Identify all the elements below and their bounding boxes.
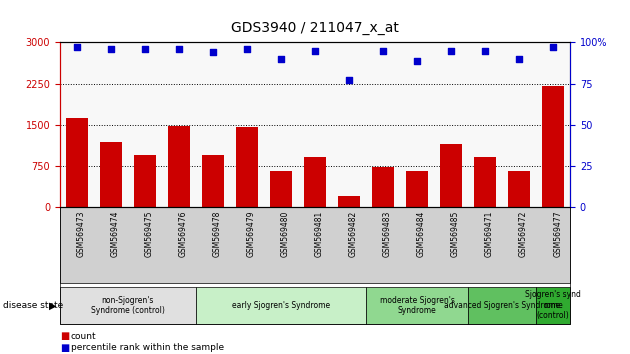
Point	[548, 45, 558, 50]
Text: GSM569484: GSM569484	[417, 211, 426, 257]
Text: GSM569482: GSM569482	[349, 211, 358, 257]
Bar	[508, 171, 530, 207]
Point	[174, 46, 184, 52]
Point	[514, 56, 524, 62]
Point	[310, 48, 320, 53]
Text: GSM569480: GSM569480	[281, 211, 290, 257]
Bar	[440, 144, 462, 207]
Text: ■: ■	[60, 343, 69, 353]
Text: Sjogren's synd
rome
(control): Sjogren's synd rome (control)	[525, 290, 581, 320]
Bar	[100, 142, 122, 207]
Text: advanced Sjogren's Syndrome: advanced Sjogren's Syndrome	[444, 301, 560, 310]
Bar	[236, 127, 258, 207]
Text: GSM569471: GSM569471	[485, 211, 494, 257]
Text: GSM569478: GSM569478	[213, 211, 222, 257]
Bar	[270, 171, 292, 207]
Text: moderate Sjogren's
Syndrome: moderate Sjogren's Syndrome	[380, 296, 454, 315]
Bar	[542, 86, 564, 207]
Point	[344, 78, 354, 83]
Bar	[474, 156, 496, 207]
Text: GSM569476: GSM569476	[179, 211, 188, 257]
Text: GSM569473: GSM569473	[77, 211, 86, 257]
Point	[276, 56, 286, 62]
Point	[72, 45, 82, 50]
Text: ■: ■	[60, 331, 69, 341]
Text: GSM569472: GSM569472	[519, 211, 528, 257]
Point	[140, 46, 150, 52]
Bar	[406, 171, 428, 207]
Point	[106, 46, 116, 52]
Point	[412, 58, 422, 63]
Point	[378, 48, 388, 53]
Point	[480, 48, 490, 53]
Bar	[66, 118, 88, 207]
Text: percentile rank within the sample: percentile rank within the sample	[71, 343, 224, 352]
Bar	[338, 196, 360, 207]
Point	[208, 50, 218, 55]
Bar	[168, 126, 190, 207]
Text: GSM569481: GSM569481	[315, 211, 324, 257]
Text: GSM569477: GSM569477	[553, 211, 562, 257]
Text: non-Sjogren's
Syndrome (control): non-Sjogren's Syndrome (control)	[91, 296, 165, 315]
Text: GDS3940 / 211047_x_at: GDS3940 / 211047_x_at	[231, 21, 399, 35]
Text: GSM569479: GSM569479	[247, 211, 256, 257]
Text: ▶: ▶	[49, 300, 56, 310]
Point	[446, 48, 456, 53]
Text: early Sjogren's Syndrome: early Sjogren's Syndrome	[232, 301, 330, 310]
Bar	[202, 155, 224, 207]
Text: GSM569483: GSM569483	[383, 211, 392, 257]
Text: disease state: disease state	[3, 301, 64, 310]
Bar	[372, 167, 394, 207]
Text: GSM569475: GSM569475	[145, 211, 154, 257]
Point	[242, 46, 252, 52]
Text: GSM569474: GSM569474	[111, 211, 120, 257]
Text: count: count	[71, 332, 96, 341]
Bar	[304, 156, 326, 207]
Text: GSM569485: GSM569485	[451, 211, 460, 257]
Bar	[134, 155, 156, 207]
